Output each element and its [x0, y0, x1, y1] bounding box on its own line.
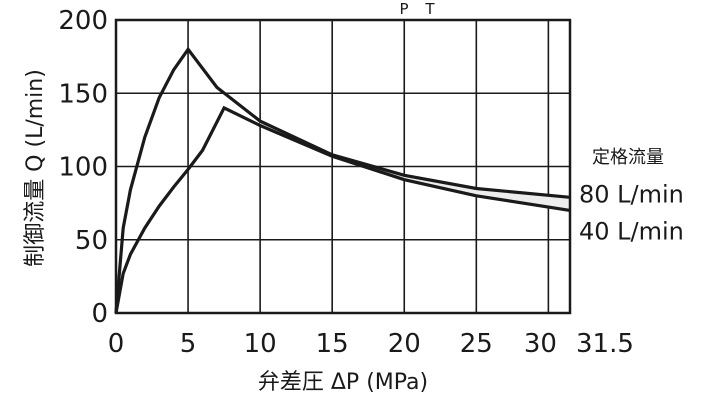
x-tick-label: 15: [316, 329, 349, 359]
x-tick-label: 0: [108, 329, 125, 359]
series-line-2: [114, 105, 571, 314]
x-tick-label: 25: [460, 329, 493, 359]
x-tick-label: 20: [388, 329, 421, 359]
legend: 80 L/min 40 L/min: [579, 180, 684, 245]
x-tick-label: 5: [180, 329, 197, 359]
y-tick-label: 200: [58, 6, 108, 36]
y-tick-label: 0: [91, 299, 108, 329]
legend-label-2: 40 L/min: [579, 217, 684, 245]
series-line-1: [114, 46, 571, 314]
x-tick-labels: 0 5 10 15 20 25 30 31.5: [108, 329, 634, 359]
plot-frame: [114, 18, 572, 315]
y-tick-label: 100: [58, 153, 108, 183]
y-tick-label: 50: [75, 226, 108, 256]
y-tick-labels: 0 50 100 150 200: [58, 6, 108, 329]
x-tick-label: 10: [244, 329, 277, 359]
x-axis-label: 弁差圧 ΔP (MPa): [258, 370, 428, 395]
y-tick-label: 150: [58, 79, 108, 109]
series-lines: [114, 46, 571, 314]
legend-label-1: 80 L/min: [579, 180, 684, 208]
flow-band: [260, 121, 570, 211]
chart-title: P T: [400, 0, 441, 18]
x-tick-label: 30: [524, 329, 557, 359]
y-axis-label: 制御流量 Q (L/min): [23, 69, 48, 267]
legend-title: 定格流量: [592, 147, 664, 168]
grid: [116, 20, 570, 313]
x-tick-label: 31.5: [576, 329, 634, 359]
